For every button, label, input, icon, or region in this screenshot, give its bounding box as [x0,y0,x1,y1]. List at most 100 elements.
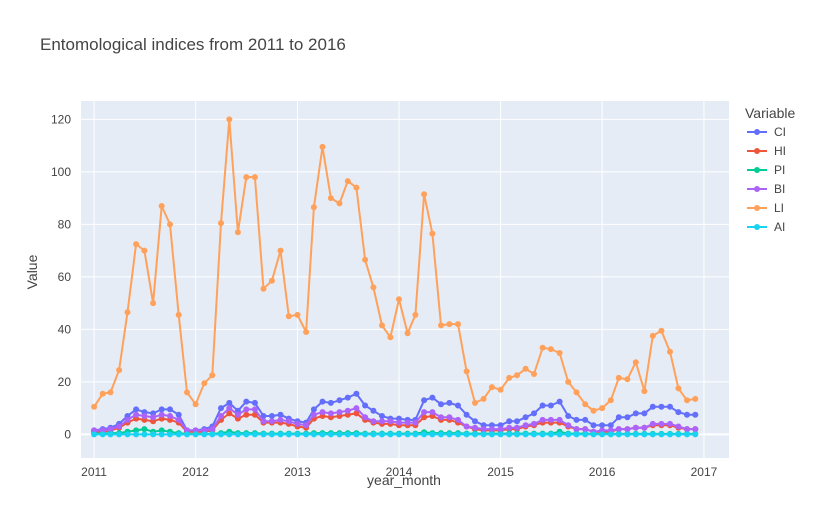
data-point-ci [268,413,275,419]
data-point-ai [641,431,648,438]
data-point-ai [556,431,563,438]
legend-title: Variable [745,105,796,121]
data-point-bi [303,422,310,429]
data-point-ai [429,431,436,438]
data-point-ai [667,431,673,438]
data-point-ci [506,418,513,425]
data-point-li [268,277,275,284]
x-tick-label: 2015 [487,465,514,479]
data-point-ai [649,431,656,438]
data-point-bi [175,416,182,423]
data-point-ai [362,431,369,438]
legend-swatch-marker [754,205,760,211]
data-point-ai [370,431,377,438]
data-point-ci [522,414,529,421]
legend-item-pi[interactable]: PI [747,163,785,177]
data-point-li [209,372,216,379]
data-point-ai [446,431,453,438]
data-point-li [319,143,326,150]
data-point-bi [167,413,173,419]
data-point-li [201,380,208,387]
data-point-ai [285,431,292,438]
data-point-bi [226,405,233,412]
data-point-ai [480,431,487,438]
data-point-bi [582,426,589,433]
data-point-ai [658,431,665,438]
data-point-li [362,256,369,263]
legend-item-bi[interactable]: BI [747,182,785,196]
data-point-ci [362,402,369,409]
legend-items: CI HI PI BI LI AI [747,125,786,234]
legend-label: HI [774,144,786,158]
y-tick-label: 100 [51,165,71,179]
data-point-ci [514,418,520,425]
data-point-bi [370,418,377,425]
data-point-ai [599,431,606,438]
data-point-bi [497,426,504,433]
data-point-ci [319,398,326,405]
data-point-ai [632,431,639,438]
y-tick-label: 40 [58,322,72,336]
data-point-bi [547,416,554,423]
legend-item-li[interactable]: LI [747,201,784,215]
legend-swatch-marker [754,167,760,173]
data-point-li [692,395,699,402]
legend-swatch-marker [754,129,760,135]
data-point-bi [107,426,114,433]
data-point-bi [421,409,428,416]
data-point-hi [251,411,258,418]
data-point-ai [522,431,529,438]
data-point-ci [472,418,478,425]
data-point-li [412,311,419,318]
legend-item-hi[interactable]: HI [747,144,786,158]
data-point-li [370,284,377,291]
y-tick-label: 20 [58,375,72,389]
data-point-ai [607,431,614,438]
data-point-li [421,191,428,198]
data-point-li [327,195,334,202]
data-point-ai [412,431,419,438]
data-point-ai [294,431,301,438]
data-point-pi [141,426,148,433]
data-point-li [675,385,682,392]
data-point-ci [379,413,385,419]
data-point-ai [539,431,546,438]
legend-swatch-marker [754,224,760,230]
data-point-bi [556,416,563,423]
data-point-li [107,389,114,396]
data-point-ci [455,402,461,409]
data-point-bi [344,407,351,414]
data-point-ci [344,394,351,401]
data-point-ai [175,431,182,438]
data-point-bi [310,411,317,418]
data-point-bi [353,405,360,412]
data-point-bi [649,420,656,427]
data-point-bi [251,406,258,413]
data-point-ci [556,398,563,405]
data-point-ai [268,431,275,438]
data-point-ci [260,413,267,419]
data-point-bi [684,426,690,433]
data-point-li [251,174,258,181]
y-tick-label: 120 [51,112,71,126]
data-point-ai [167,431,173,438]
data-point-li [336,200,343,207]
legend-item-ai[interactable]: AI [747,220,785,234]
data-point-li [226,116,233,123]
data-point-ci [226,399,233,406]
data-point-ai [303,431,310,438]
data-point-bi [429,409,436,416]
data-point-ci [370,407,377,414]
data-point-li [353,184,360,191]
data-point-hi [226,410,233,417]
data-point-bi [150,414,157,421]
legend-item-ci[interactable]: CI [747,125,786,139]
data-point-ai [684,431,690,438]
data-point-ci [658,403,665,410]
data-point-bi [243,406,250,413]
data-point-li [150,300,157,307]
data-point-ai [379,431,385,438]
data-point-bi [327,410,334,417]
data-point-bi [531,420,537,427]
data-point-li [590,407,597,414]
